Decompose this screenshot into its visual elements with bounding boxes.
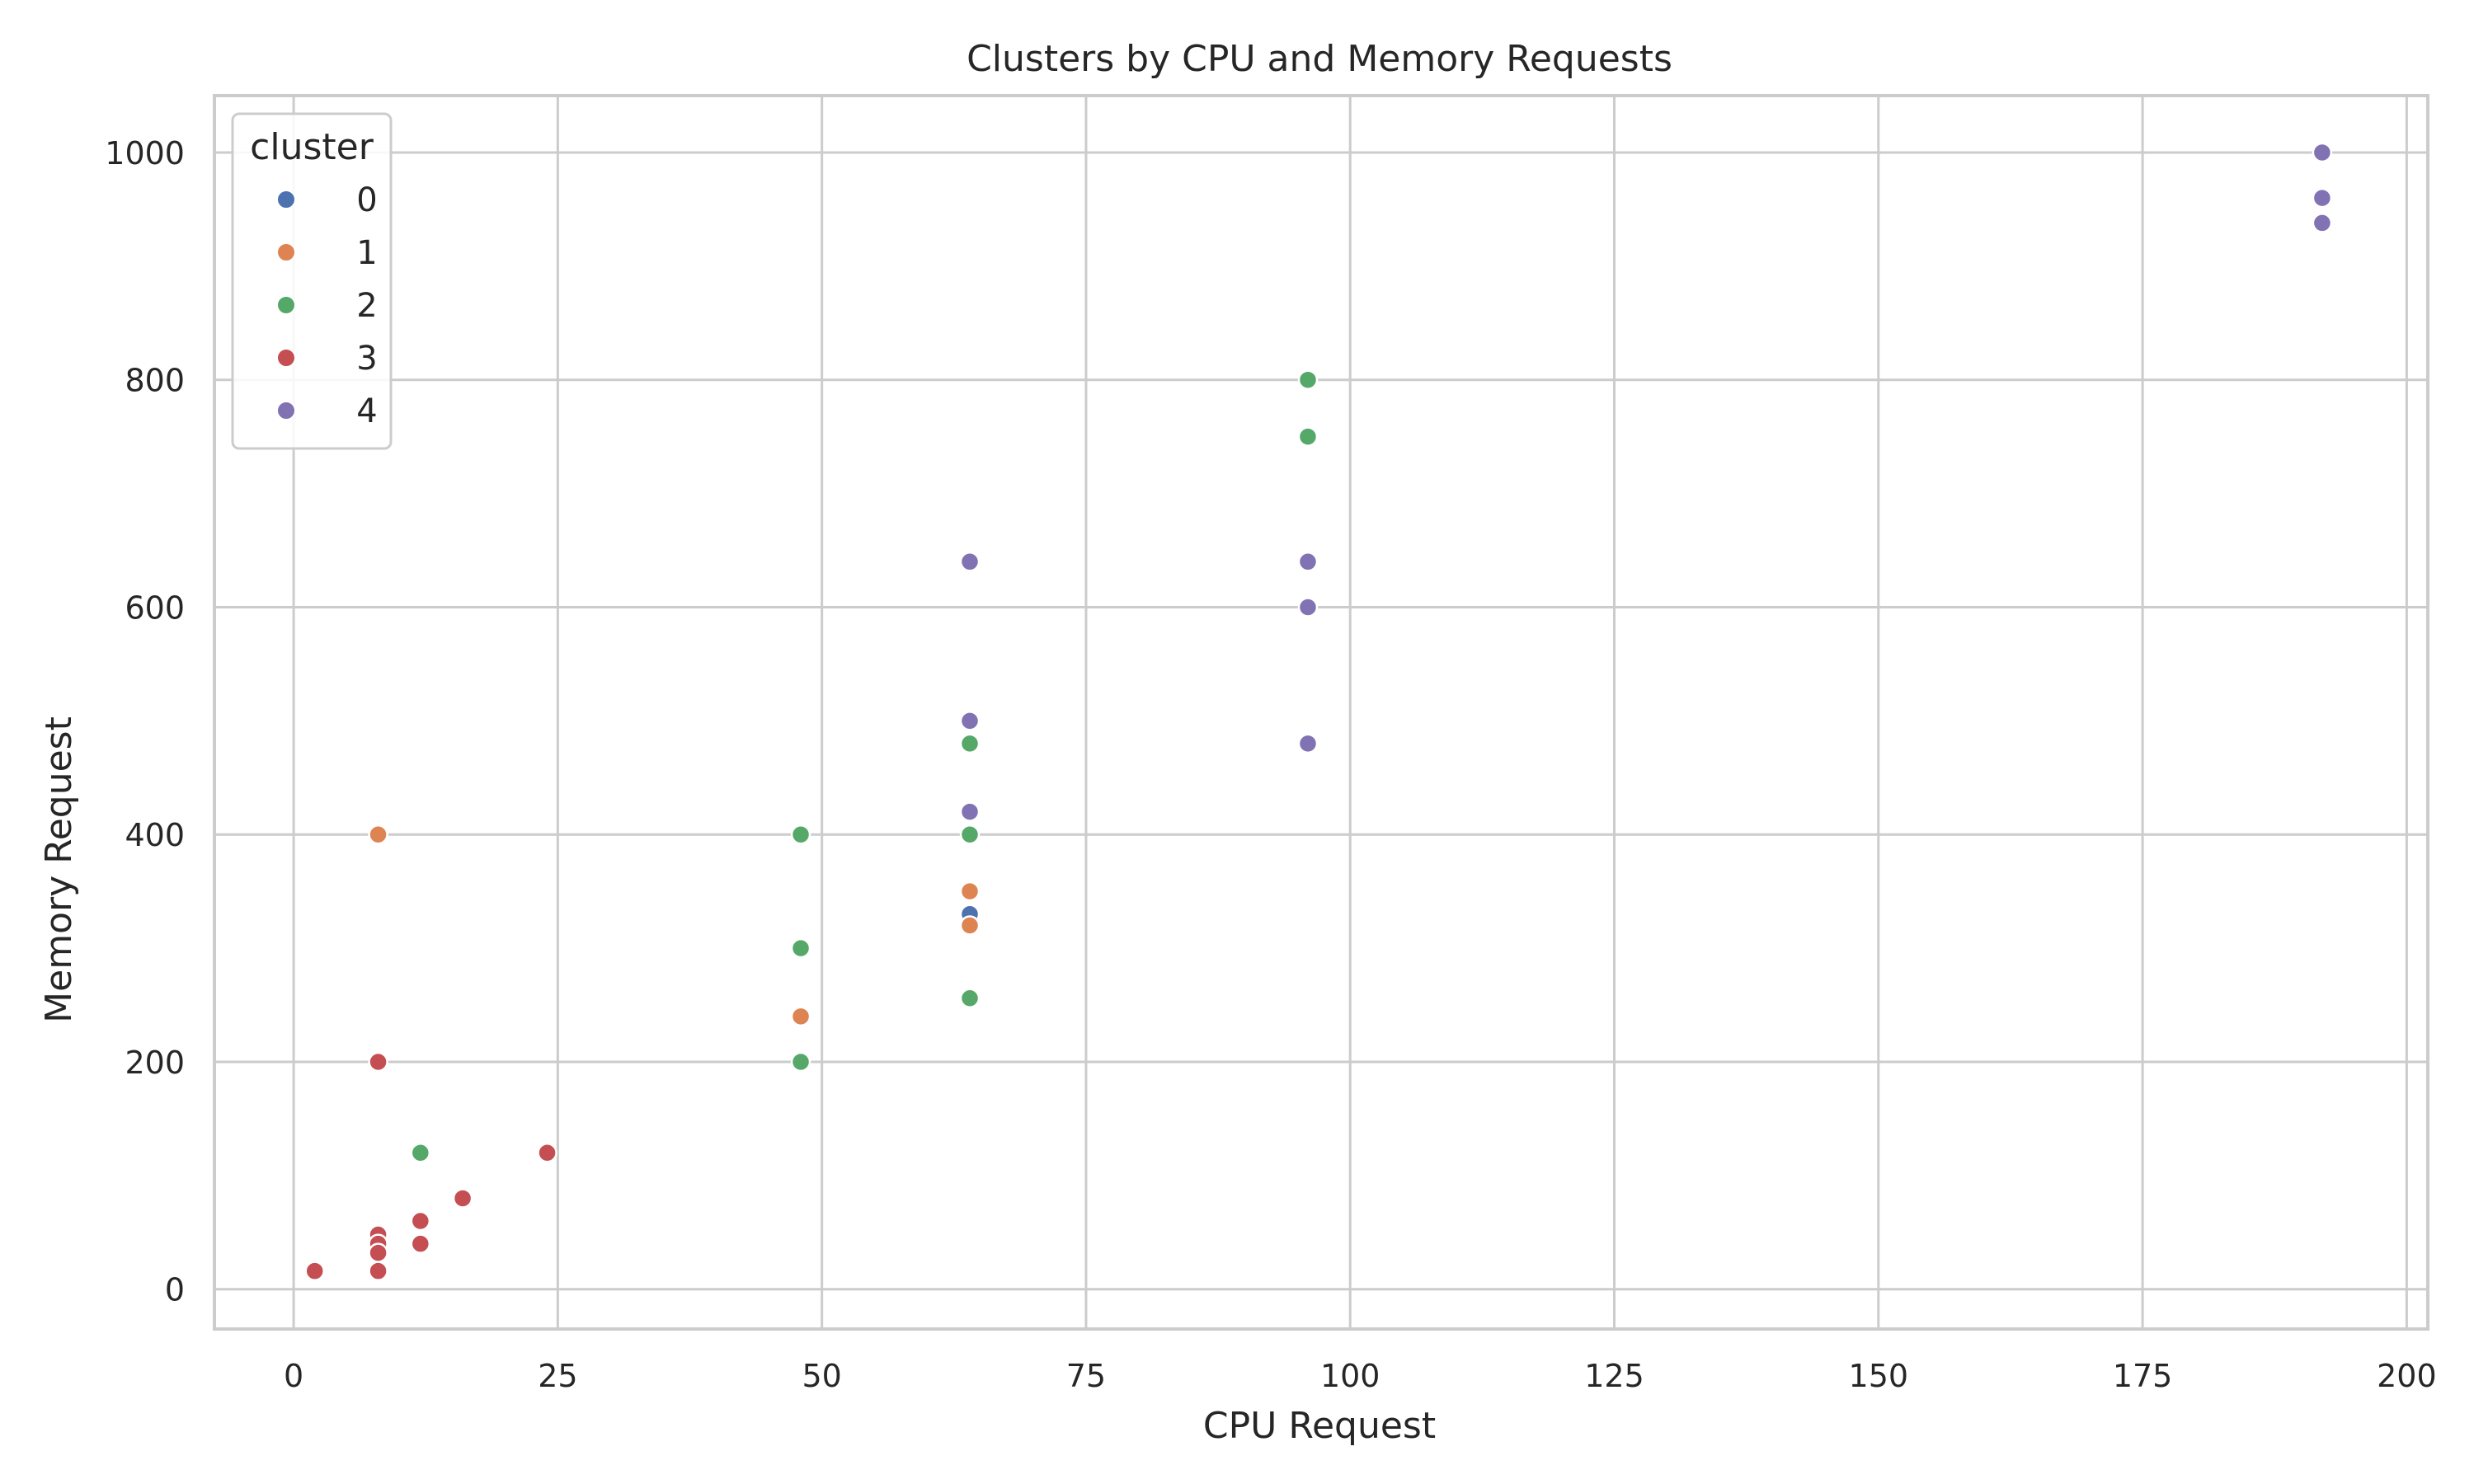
- legend-marker: [276, 242, 296, 262]
- plot-frame: [213, 94, 2429, 1331]
- legend-label: 4: [356, 392, 377, 430]
- scatter-point-cluster-1: [790, 1006, 811, 1027]
- scatter-point-cluster-1: [959, 881, 981, 902]
- scatter-point-cluster-1: [368, 824, 388, 845]
- x-tick-label: 75: [1066, 1358, 1106, 1394]
- scatter-point-cluster-4: [2312, 142, 2333, 163]
- x-tick-label: 175: [2113, 1358, 2173, 1394]
- scatter-point-cluster-4: [2312, 213, 2333, 233]
- scatter-point-cluster-2: [959, 824, 981, 845]
- y-axis-title: Memory Request: [38, 716, 80, 1023]
- scatter-point-cluster-2: [1297, 369, 1319, 390]
- x-tick-label: 100: [1320, 1358, 1380, 1394]
- scatter-point-cluster-1: [959, 915, 981, 936]
- legend-marker: [276, 401, 296, 420]
- y-tick-label: 600: [125, 589, 185, 626]
- scatter-point-cluster-3: [452, 1188, 473, 1209]
- legend-box: [231, 112, 393, 450]
- scatter-point-cluster-2: [959, 733, 981, 754]
- scatter-point-cluster-2: [790, 1051, 811, 1073]
- x-tick-label: 0: [284, 1358, 303, 1394]
- scatter-point-cluster-2: [790, 824, 811, 845]
- x-tick-label: 150: [1849, 1358, 1909, 1394]
- scatter-point-cluster-3: [368, 1242, 388, 1263]
- scatter-point-cluster-3: [537, 1143, 557, 1163]
- legend-marker: [276, 348, 296, 368]
- scatter-point-cluster-2: [1297, 426, 1319, 447]
- scatter-point-cluster-2: [410, 1143, 431, 1163]
- y-tick-label: 0: [165, 1272, 185, 1308]
- x-tick-label: 50: [802, 1358, 841, 1394]
- scatter-point-cluster-3: [410, 1210, 431, 1232]
- legend-label: 1: [356, 234, 377, 272]
- legend-marker: [276, 190, 296, 209]
- scatter-point-cluster-2: [959, 988, 981, 1009]
- scatter-point-cluster-3: [368, 1261, 388, 1281]
- legend-label: 0: [356, 181, 377, 219]
- tick-labels: 0 25 50 75 100 125 150 175 200 0 200 400 600 800 1000: [105, 135, 2436, 1394]
- x-axis-title: CPU Request: [1203, 1405, 1436, 1447]
- scatter-point-cluster-3: [368, 1051, 388, 1073]
- y-tick-label: 200: [125, 1045, 185, 1081]
- chart-title: Clusters by CPU and Memory Requests: [967, 38, 1672, 80]
- scatter-point-cluster-4: [959, 801, 981, 822]
- y-tick-label: 400: [125, 817, 185, 853]
- grid-lines: [214, 96, 2428, 1329]
- y-tick-label: 1000: [105, 135, 185, 171]
- legend-marker: [276, 295, 296, 315]
- legend-label: 3: [356, 340, 377, 378]
- x-tick-label: 25: [538, 1358, 577, 1394]
- scatter-point-cluster-4: [959, 711, 981, 731]
- legend-title: cluster: [250, 126, 374, 168]
- scatter-point-cluster-4: [1297, 733, 1319, 754]
- data-points: [304, 142, 2333, 1281]
- scatter-point-cluster-4: [2312, 187, 2333, 209]
- scatter-point-cluster-4: [959, 552, 981, 572]
- scatter-point-cluster-3: [304, 1261, 325, 1281]
- scatter-point-cluster-4: [1297, 552, 1319, 572]
- scatter-point-cluster-2: [790, 937, 811, 959]
- y-tick-label: 800: [125, 363, 185, 399]
- x-tick-label: 200: [2377, 1358, 2437, 1394]
- scatter-point-cluster-3: [410, 1233, 431, 1254]
- legend: cluster 0 1 2 3 4: [231, 112, 393, 450]
- x-tick-label: 125: [1584, 1358, 1644, 1394]
- scatter-point-cluster-4: [1297, 597, 1319, 618]
- legend-label: 2: [356, 287, 377, 325]
